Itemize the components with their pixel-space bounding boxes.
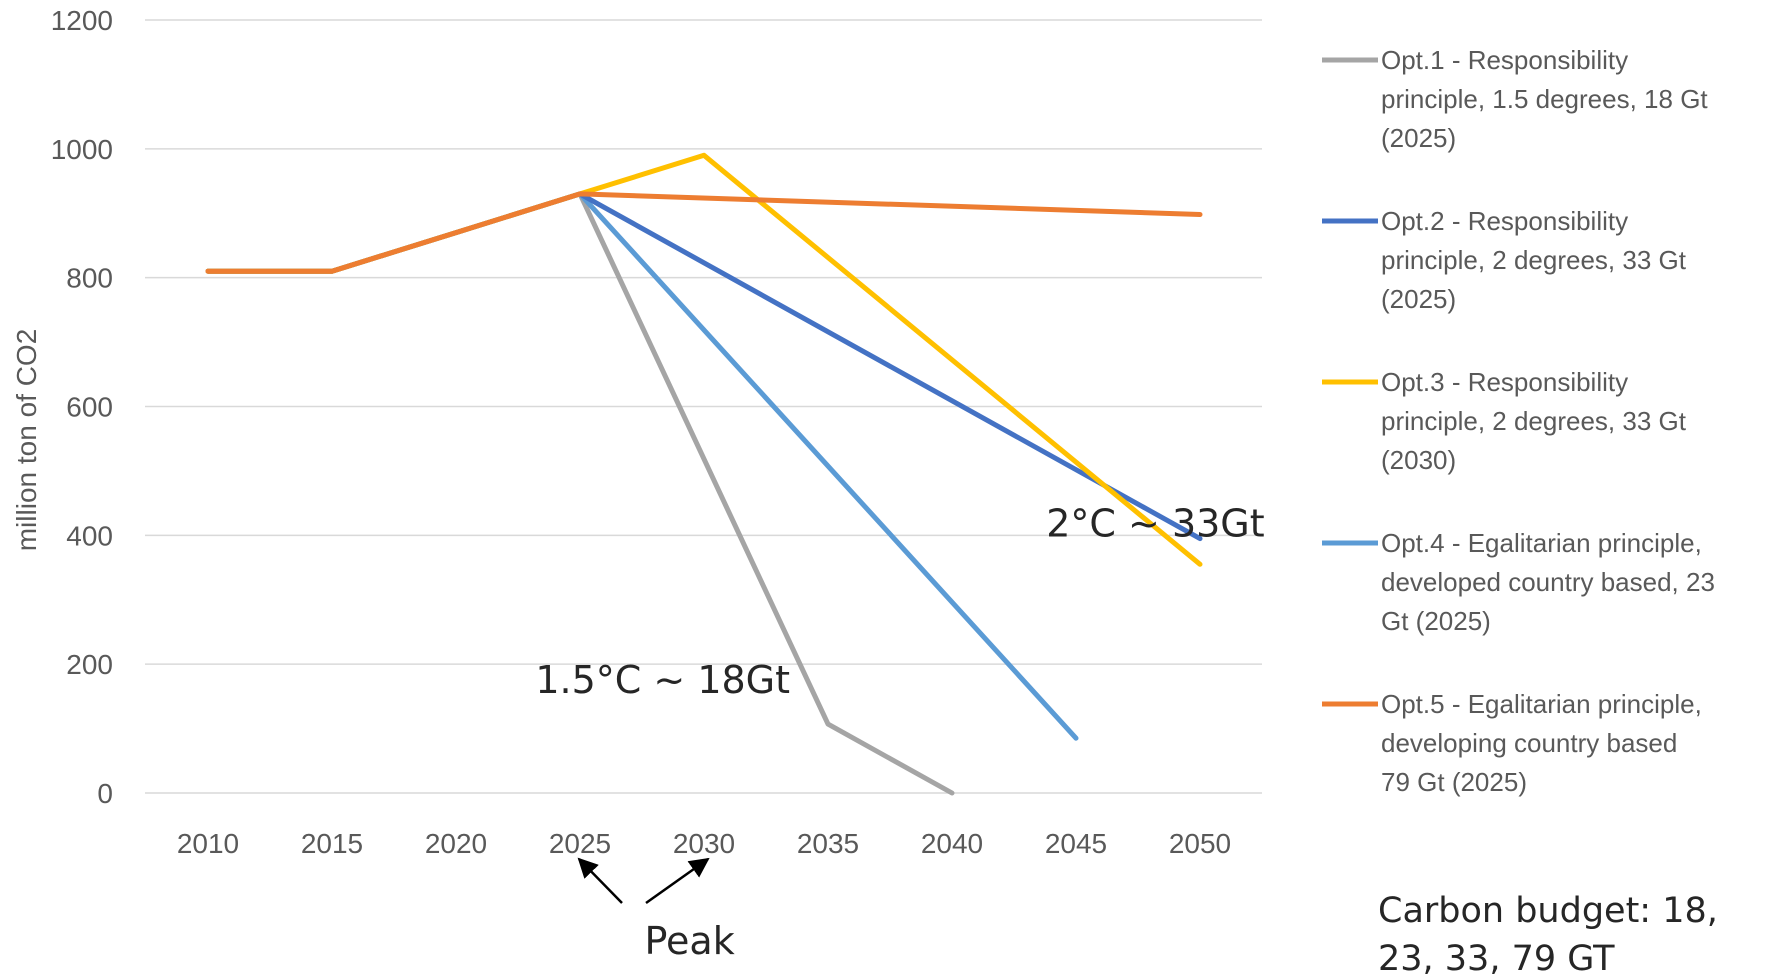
annotation-1: 2°C ~ 33Gt <box>1046 502 1264 546</box>
x-tick-label-2030: 2030 <box>673 828 735 859</box>
peak-arrow-2030 <box>645 857 710 905</box>
peak-arrows <box>577 857 710 905</box>
series-line-opt-5 <box>205 191 1203 274</box>
x-tick-label-2045: 2045 <box>1045 828 1107 859</box>
legend-entry-opt-2: Opt.2 - Responsibility principle, 2 degre… <box>1381 206 1687 314</box>
legend-entry-opt-4-line-3: Gt (2025) <box>1381 606 1491 636</box>
legend-entry-opt-4-line-1: Opt.4 - Egalitarian principle, <box>1381 528 1702 558</box>
carbon-budget-note: Carbon budget: 18, 23, 33, 79 GT <box>1378 891 1729 979</box>
legend-entry-opt-4-line-2: developed country based, 23 <box>1381 567 1715 597</box>
series-line-opt-1 <box>205 191 955 796</box>
y-tick-label-400: 400 <box>66 520 113 551</box>
x-tick-label-2050: 2050 <box>1169 828 1231 859</box>
legend-entry-opt-2-line-1: Opt.2 - Responsibility <box>1381 206 1628 236</box>
chart-annotations: 1.5°C ~ 18Gt 2°C ~ 33Gt Peak <box>535 502 1264 963</box>
legend-entry-opt-3-line-3: (2030) <box>1381 445 1456 475</box>
y-tick-label-800: 800 <box>66 263 113 294</box>
legend-entry-opt-2-line-2: principle, 2 degrees, 33 Gt <box>1381 245 1687 275</box>
y-tick-label-200: 200 <box>66 649 113 680</box>
legend-entry-opt-3-line-1: Opt.3 - Responsibility <box>1381 367 1628 397</box>
legend-entry-opt-1: Opt.1 - Responsibility principle, 1.5 deg… <box>1381 45 1708 153</box>
y-axis-title: million ton of CO2 <box>11 329 42 552</box>
legend-entry-opt-5-line-2: developing country based <box>1381 728 1677 758</box>
legend-entry-opt-5: Opt.5 - Egalitarian principle, developing… <box>1381 689 1702 797</box>
y-tick-label-1000: 1000 <box>51 134 113 165</box>
x-tick-label-2020: 2020 <box>425 828 487 859</box>
peak-arrow-2025 <box>577 857 623 904</box>
gridlines <box>145 19 1262 794</box>
y-tick-label-0: 0 <box>97 778 113 809</box>
legend-entry-opt-1-line-3: (2025) <box>1381 123 1456 153</box>
annotation-2: Peak <box>644 919 734 963</box>
legend-entry-opt-5-line-1: Opt.5 - Egalitarian principle, <box>1381 689 1702 719</box>
series-lines <box>205 152 1203 796</box>
x-tick-label-2015: 2015 <box>301 828 363 859</box>
y-tick-label-1200: 1200 <box>51 5 113 36</box>
legend-entry-opt-5-line-3: 79 Gt (2025) <box>1381 767 1527 797</box>
x-tick-label-2025: 2025 <box>549 828 611 859</box>
legend-entry-opt-2-line-3: (2025) <box>1381 284 1456 314</box>
x-axis-ticks: 2010 2015 2020 2025 2030 2035 2040 2045 2050 <box>177 828 1231 859</box>
x-tick-label-2035: 2035 <box>797 828 859 859</box>
legend: Opt.1 - Responsibility principle, 1.5 deg… <box>1322 45 1715 797</box>
legend-entry-opt-4: Opt.4 - Egalitarian principle, developed … <box>1381 528 1715 636</box>
annotation-0: 1.5°C ~ 18Gt <box>535 658 790 702</box>
carbon-budget-note-line-2: 23, 33, 79 GT <box>1378 939 1615 979</box>
legend-entry-opt-3-line-2: principle, 2 degrees, 33 Gt <box>1381 406 1687 436</box>
legend-entry-opt-1-line-1: Opt.1 - Responsibility <box>1381 45 1628 75</box>
x-tick-label-2010: 2010 <box>177 828 239 859</box>
x-tick-label-2040: 2040 <box>921 828 983 859</box>
y-tick-label-600: 600 <box>66 392 113 423</box>
legend-entry-opt-3: Opt.3 - Responsibility principle, 2 degre… <box>1381 367 1687 475</box>
series-line-opt-4 <box>205 191 1079 741</box>
series-line-opt-2 <box>205 191 1203 542</box>
y-axis-ticks: 0 200 400 600 800 1000 1200 <box>51 5 113 809</box>
legend-entry-opt-1-line-2: principle, 1.5 degrees, 18 Gt <box>1381 84 1708 114</box>
carbon-budget-note-line-1: Carbon budget: 18, <box>1378 891 1718 931</box>
